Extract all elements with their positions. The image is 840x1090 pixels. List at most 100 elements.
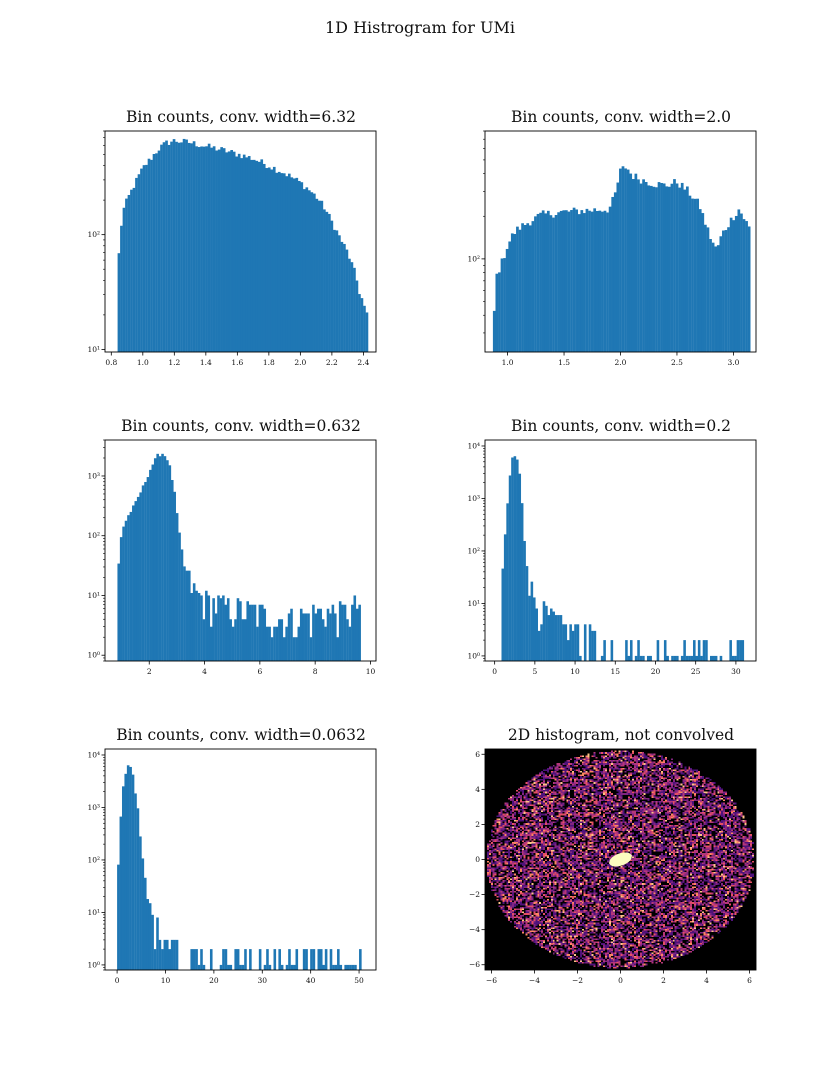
heatmap-cell xyxy=(572,883,575,885)
heatmap-cell xyxy=(537,834,540,836)
heatmap-cell xyxy=(552,868,555,871)
heatmap-cell xyxy=(541,941,544,944)
heatmap-cell xyxy=(558,807,561,810)
heatmap-cell xyxy=(541,846,544,849)
heatmap-cell xyxy=(593,955,596,958)
heatmap-cell xyxy=(498,902,501,904)
heatmap-cell xyxy=(574,922,577,925)
heatmap-cell xyxy=(498,859,501,862)
heatmap-cell xyxy=(554,827,557,830)
heatmap-cell xyxy=(546,949,549,952)
heatmap-cell xyxy=(510,886,513,888)
heatmap-cell xyxy=(575,922,578,925)
heatmap-cell xyxy=(575,951,578,953)
heatmap-cell xyxy=(541,824,544,827)
heatmap-cell xyxy=(556,876,559,879)
heatmap-cell xyxy=(603,898,606,901)
heatmap-cell xyxy=(504,810,507,813)
heatmap-cell xyxy=(517,788,520,791)
heatmap-cell xyxy=(545,906,547,909)
histogram-bar xyxy=(231,626,235,661)
heatmap-cell xyxy=(492,880,495,882)
heatmap-cell xyxy=(597,865,600,868)
heatmap-cell xyxy=(558,772,561,775)
heatmap-cell xyxy=(486,875,489,877)
heatmap-cell xyxy=(589,916,592,918)
heatmap-cell xyxy=(535,832,538,835)
heatmap-cell xyxy=(502,818,505,821)
heatmap-cell xyxy=(568,802,571,805)
heatmap-cell xyxy=(566,873,569,876)
heatmap-cell xyxy=(560,886,563,888)
heatmap-cell xyxy=(605,965,607,967)
heatmap-cell xyxy=(494,873,497,876)
heatmap-cell xyxy=(560,838,563,841)
heatmap-cell xyxy=(508,900,511,903)
heatmap-cell xyxy=(533,812,536,814)
heatmap-cell xyxy=(554,774,557,776)
heatmap-cell xyxy=(529,880,532,882)
heatmap-cell xyxy=(523,913,526,915)
heatmap-cell xyxy=(562,845,565,847)
heatmap-cell xyxy=(570,797,573,800)
heatmap-cell xyxy=(574,935,577,937)
heatmap-cell xyxy=(533,808,536,811)
heatmap-cell xyxy=(595,838,598,841)
heatmap-cell xyxy=(515,925,518,928)
heatmap-cell xyxy=(512,862,515,865)
histogram-bar xyxy=(121,786,125,970)
heatmap-cell xyxy=(492,857,495,860)
heatmap-cell xyxy=(585,960,588,963)
heatmap-cell xyxy=(541,823,544,825)
heatmap-cell xyxy=(535,919,538,922)
histogram-bar xyxy=(295,637,298,661)
heatmap-cell xyxy=(537,818,540,821)
heatmap-cell xyxy=(546,771,549,773)
heatmap-cell xyxy=(605,807,607,810)
heatmap-cell xyxy=(587,854,590,857)
heatmap-cell xyxy=(554,778,557,781)
heatmap-cell xyxy=(603,946,606,948)
heatmap-cell xyxy=(606,799,609,802)
heatmap-cell xyxy=(519,818,522,821)
heatmap-cell xyxy=(603,894,606,896)
heatmap-cell xyxy=(605,851,607,854)
heatmap-cell xyxy=(537,826,540,828)
heatmap-cell xyxy=(574,908,577,911)
histogram-bar xyxy=(146,477,150,661)
heatmap-cell xyxy=(539,832,542,835)
heatmap-cell xyxy=(585,864,588,866)
heatmap-cell xyxy=(517,834,520,836)
heatmap-cell xyxy=(494,862,497,865)
heatmap-cell xyxy=(560,873,563,876)
heatmap-cell xyxy=(541,771,544,773)
heatmap-cell xyxy=(550,941,553,944)
heatmap-cell xyxy=(605,854,607,857)
heatmap-cell xyxy=(508,916,511,918)
heatmap-cell xyxy=(597,840,600,843)
histogram-bar xyxy=(739,640,742,661)
heatmap-cell xyxy=(577,903,580,906)
heatmap-cell xyxy=(568,881,571,884)
heatmap-cell xyxy=(539,930,542,933)
heatmap-cell xyxy=(579,791,582,794)
heatmap-cell xyxy=(554,838,557,841)
heatmap-cell xyxy=(537,884,540,887)
histogram-bar xyxy=(741,640,745,661)
heatmap-cell xyxy=(552,925,555,928)
heatmap-cell xyxy=(564,886,567,888)
histogram-bar xyxy=(663,640,667,661)
histogram-bar xyxy=(518,229,522,352)
heatmap-cell xyxy=(550,891,553,893)
heatmap-cell xyxy=(581,772,584,775)
heatmap-cell xyxy=(606,815,609,817)
heatmap-cell xyxy=(589,947,592,950)
heatmap-cell xyxy=(589,873,592,876)
heatmap-cell xyxy=(568,785,571,787)
heatmap-cell xyxy=(597,804,600,806)
histogram-bar xyxy=(146,899,150,970)
heatmap-cell xyxy=(500,815,503,817)
heatmap-cell xyxy=(605,775,607,778)
heatmap-cell xyxy=(597,960,600,963)
heatmap-cell xyxy=(597,861,600,863)
